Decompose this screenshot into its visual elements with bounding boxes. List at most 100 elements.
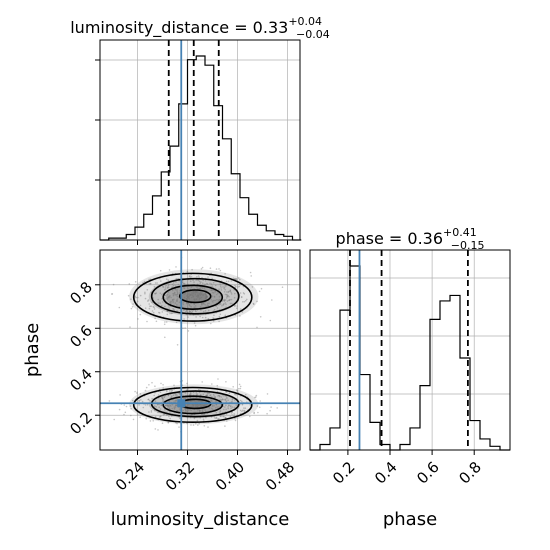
joint-scatter-point [213,295,216,298]
joint-scatter-point [239,399,242,402]
joint-scatter-point [166,404,169,407]
joint-xtick-label-0: 0.24 [112,458,148,494]
joint-scatter-point [194,309,197,312]
joint-scatter-point [195,392,198,394]
joint-scatter-point [212,289,214,292]
joint-scatter-point [183,287,185,289]
joint-scatter-point [186,408,189,411]
joint-scatter-point [172,301,174,303]
joint-scatter-point [198,408,201,411]
joint-scatter-point [165,284,167,287]
joint-scatter-point [157,411,159,414]
joint-scatter-point [176,298,179,300]
joint-scatter-point [258,290,261,293]
joint-scatter-point [169,410,171,413]
joint-scatter-point [136,414,139,416]
panel-joint-density: 0.24 0.32 0.40 0.48 0.2 0.4 0.6 0.8 [66,249,301,494]
joint-scatter-point [238,387,240,390]
joint-scatter-point [188,309,191,312]
joint-scatter-point [169,417,171,420]
joint-scatter-point [179,292,181,294]
joint-scatter-point [220,303,222,305]
joint-scatter-point [216,417,218,420]
joint-scatter-point [191,310,194,313]
joint-scatter-point [196,276,198,278]
joint-scatter-point [176,288,178,291]
joint-scatter-point [144,389,147,392]
joint-scatter-point [157,298,159,301]
joint-scatter-point [154,400,157,403]
joint-scatter-point [224,293,227,296]
joint-scatter-point [186,410,189,413]
joint-scatter-point [169,312,171,315]
joint-scatter-point [172,282,175,284]
joint-scatter-point [271,299,273,301]
joint-scatter-point [143,280,146,283]
joint-scatter-point [184,407,187,410]
joint-scatter-point [166,404,169,407]
joint-scatter-point [182,302,184,304]
joint-scatter-point [151,301,153,304]
joint-scatter-point [134,295,136,298]
joint-scatter-point [146,320,148,323]
joint-scatter-point [171,298,174,301]
joint-scatter-point [200,309,202,311]
joint-scatter-point [212,317,214,319]
joint-scatter-point [176,293,179,296]
joint-contour-0-1 [150,277,240,315]
joint-scatter-point [150,411,153,413]
joint-frame [99,249,301,451]
joint-scatter-point [166,310,169,313]
joint-scatter-point [197,275,200,277]
joint-scatter-point [239,387,242,390]
joint-scatter-point [232,386,234,388]
joint-scatter-point [209,282,211,285]
joint-scatter-point [211,277,213,280]
joint-scatter-point [218,298,220,301]
joint-scatter-point [187,306,189,309]
joint-scatter-point [159,292,162,295]
joint-scatter-point [145,417,147,420]
joint-scatter-point [190,286,193,289]
joint-scatter-point [244,407,247,410]
joint-scatter-point [238,283,240,286]
joint-scatter-point [224,398,227,401]
hist2-frame [309,249,511,451]
joint-scatter-point [230,280,233,282]
hist2-xtick-label-1: 0.4 [371,458,401,488]
joint-scatter-point [237,277,240,279]
joint-scatter-point [219,269,222,272]
joint-scatter-point [266,412,268,415]
joint-scatter-point [118,408,121,411]
joint-scatter-point [257,411,259,414]
joint-scatter-point [174,285,177,287]
joint-scatter-point [226,396,228,398]
joint-scatter-point [188,304,190,306]
joint-scatter-point [182,327,184,330]
joint-scatter-point [147,299,150,301]
joint-scatter-point [214,291,216,293]
joint-scatter-point [218,288,220,291]
joint-scatter-point [139,416,141,419]
joint-scatter-point [197,409,199,411]
joint-scatter-point [214,396,217,398]
joint-scatter-point [229,298,231,301]
joint-scatter-point [166,414,168,416]
joint-scatter-point [207,318,210,320]
joint-scatter-point [164,305,166,308]
title-luminosity-distance: luminosity_distance = 0.33+0.04 −0.04 [70,15,330,41]
joint-scatter-point [158,311,160,314]
joint-scatter-point [193,281,195,283]
joint-scatter-point [147,300,149,302]
joint-ytick-label-3: 0.8 [66,278,96,308]
joint-scatter-point [128,283,131,285]
joint-scatter-point [134,281,137,283]
joint-scatter-point [210,283,213,285]
joint-scatter-point [199,409,201,412]
joint-scatter-point [202,410,204,413]
joint-scatter-point [253,411,255,414]
joint-scatter-point [230,405,232,407]
joint-scatter-point [161,396,163,399]
joint-scatter-point [162,286,165,288]
joint-scatter-point [201,304,203,306]
